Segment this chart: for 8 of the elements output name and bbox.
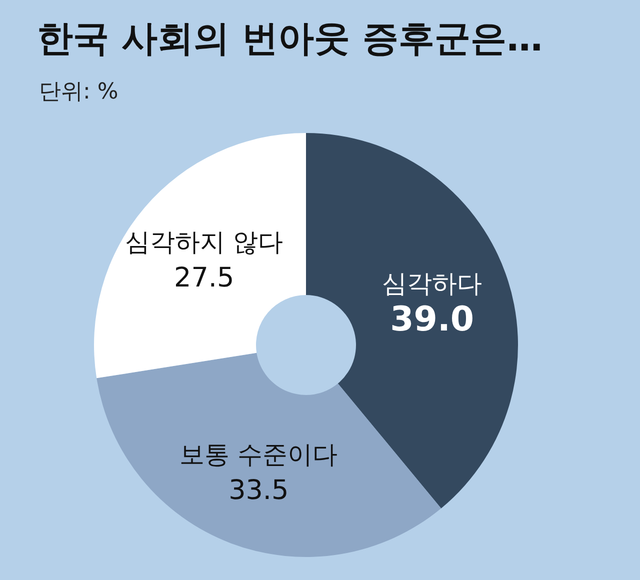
- slice-label: 심각하지 않다: [125, 227, 284, 256]
- data-label: 27.5: [174, 262, 234, 294]
- slice-label: 보통 수준이다: [180, 440, 338, 469]
- slice-label: 심각하다: [382, 269, 482, 298]
- data-label: 39.0: [390, 300, 474, 340]
- chart-title: 한국 사회의 번아웃 증후군은…: [37, 18, 543, 60]
- data-label: 33.5: [228, 474, 289, 506]
- chart-subtitle: 단위: %: [39, 80, 118, 104]
